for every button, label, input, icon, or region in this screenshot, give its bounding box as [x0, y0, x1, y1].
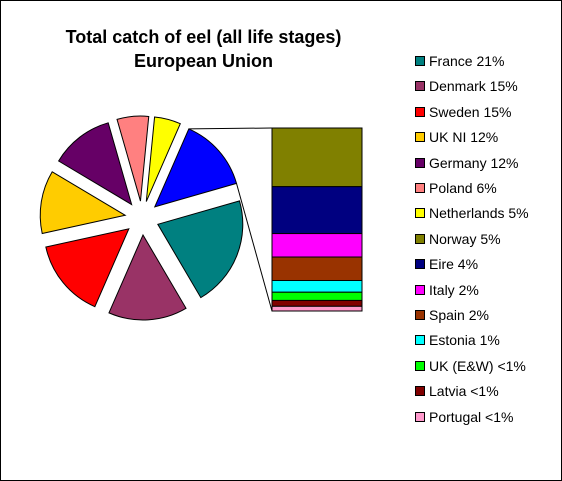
legend-swatch — [415, 132, 425, 143]
legend-item: Germany 12% — [413, 153, 558, 173]
bar-segment-4 — [271, 280, 363, 293]
pie-slice-1 — [108, 233, 187, 321]
breakdown-bar — [271, 127, 363, 312]
legend-swatch — [415, 233, 425, 244]
legend-label: Poland 6% — [429, 180, 497, 196]
bar-segment-2 — [271, 233, 363, 258]
legend-label: Germany 12% — [429, 154, 519, 171]
legend-item: UK NI 12% — [413, 127, 558, 147]
legend-swatch — [415, 56, 425, 66]
chart-title: Total catch of eel (all life stages) — [65, 27, 342, 47]
pie-slice-0 — [157, 200, 244, 299]
legend-swatch — [415, 360, 425, 371]
connector-line-1 — [236, 183, 273, 312]
legend-label: UK (E&W) <1% — [429, 357, 526, 374]
bar-segment-3 — [271, 256, 363, 281]
legend-swatch — [415, 106, 425, 117]
connector-lines — [188, 127, 273, 312]
pie-slice-7 — [153, 128, 238, 208]
pie-slice-6 — [145, 116, 181, 202]
legend-swatch — [415, 335, 425, 346]
legend-swatch — [415, 310, 425, 320]
legend-swatch — [415, 386, 425, 397]
bar-segment-0 — [271, 127, 363, 188]
pie — [39, 115, 244, 321]
legend-label: Italy 2% — [429, 281, 479, 298]
legend-item: Eire 4% — [413, 254, 558, 274]
legend-item: Denmark 15% — [413, 76, 558, 96]
legend-item: Spain 2% — [413, 305, 558, 325]
legend-swatch — [415, 183, 425, 193]
legend-item: Netherlands 5% — [413, 203, 558, 223]
legend-item: Italy 2% — [413, 280, 558, 300]
legend-item: UK (E&W) <1% — [413, 356, 558, 376]
pie-slice-4 — [57, 122, 133, 206]
legend-item: Latvia <1% — [413, 381, 558, 401]
pie-slice-5 — [116, 115, 150, 202]
legend-swatch — [415, 81, 425, 92]
chart-title-block: Total catch of eel (all life stages) Eur… — [31, 25, 376, 73]
legend-label: France 21% — [429, 53, 505, 69]
pie-slice-2 — [45, 228, 130, 308]
legend-label: Denmark 15% — [429, 78, 518, 95]
legend-label: Norway 5% — [429, 230, 501, 247]
legend-label: Estonia 1% — [429, 332, 500, 349]
legend-label: Netherlands 5% — [429, 205, 529, 222]
bar-segment-6 — [271, 299, 363, 307]
legend-item: Norway 5% — [413, 229, 558, 249]
legend-item: Sweden 15% — [413, 102, 558, 122]
legend-swatch — [415, 157, 425, 168]
legend-label: Eire 4% — [429, 256, 479, 273]
legend-swatch — [415, 411, 425, 422]
legend-label: Spain 2% — [429, 307, 489, 323]
legend-label: Portugal <1% — [429, 408, 514, 425]
legend-swatch — [415, 208, 425, 219]
legend-swatch — [415, 284, 425, 295]
connector-line-0 — [188, 127, 273, 130]
legend-item: Portugal <1% — [413, 407, 558, 427]
chart-subtitle: European Union — [134, 51, 273, 71]
legend-label: UK NI 12% — [429, 129, 499, 146]
legend-label: Latvia <1% — [429, 383, 499, 400]
legend-item: Estonia 1% — [413, 330, 558, 350]
legend-label: Sweden 15% — [429, 103, 512, 120]
bar-segment-7 — [271, 305, 363, 312]
bar-segment-1 — [271, 186, 363, 235]
legend-item: France 21% — [413, 51, 558, 71]
pie-slice-3 — [39, 171, 127, 235]
bar-segment-5 — [271, 291, 363, 301]
legend-swatch — [415, 259, 425, 270]
legend-item: Poland 6% — [413, 178, 558, 198]
